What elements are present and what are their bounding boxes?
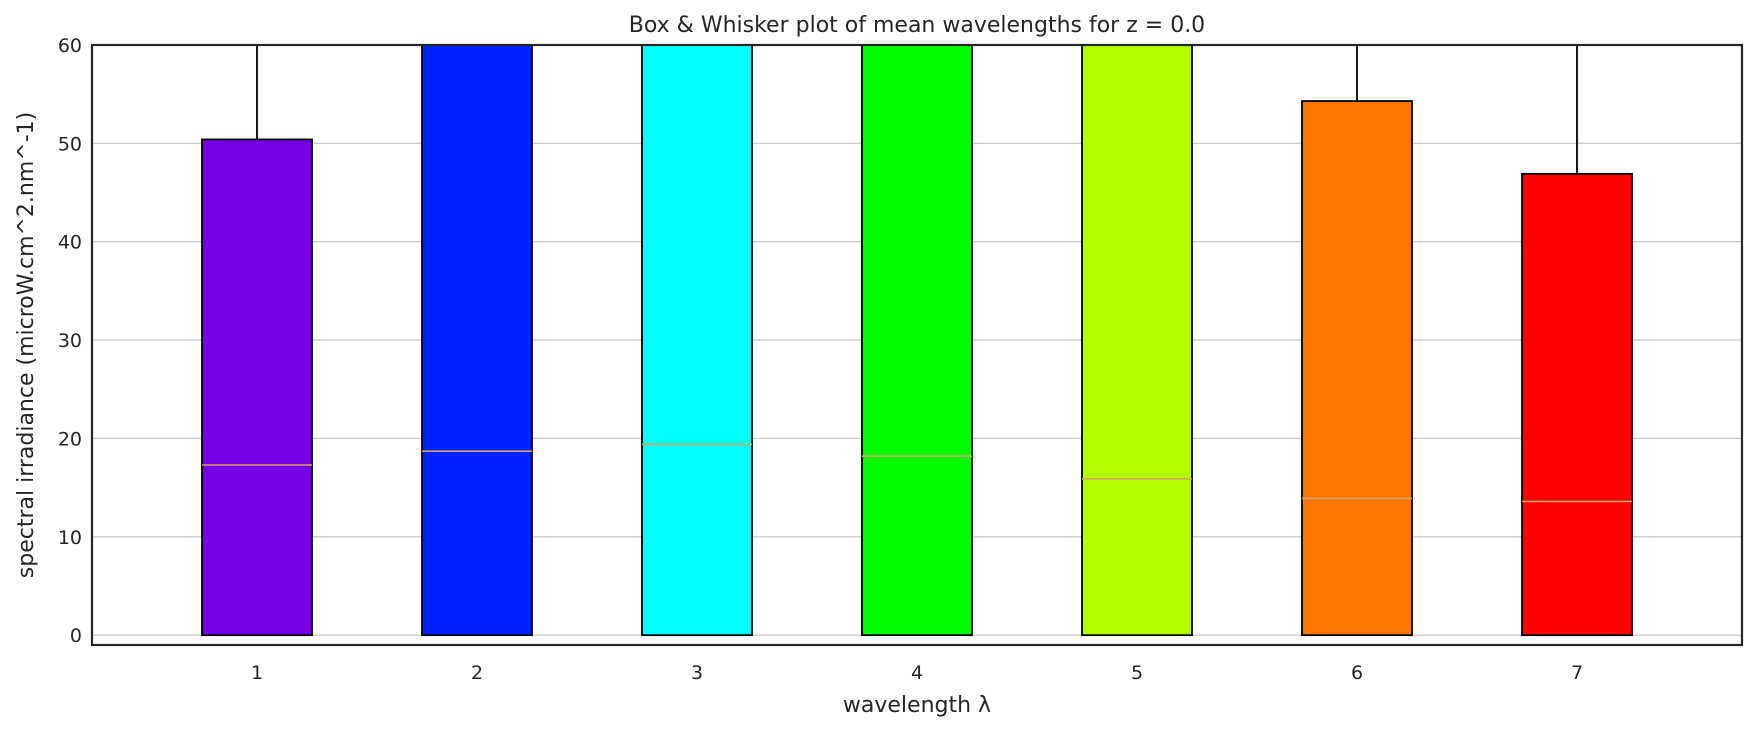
y-tick-label: 30	[58, 330, 82, 352]
x-tick-label: 6	[1351, 662, 1363, 684]
box-3	[641, 44, 753, 637]
box-body	[861, 44, 973, 637]
boxes	[201, 44, 1633, 637]
x-tick-label: 3	[691, 662, 703, 684]
box-body	[1301, 100, 1413, 637]
y-tick-label: 40	[58, 232, 82, 254]
plot-frame	[90, 43, 1744, 647]
box-6	[1301, 45, 1413, 637]
x-axis-label: wavelength λ	[843, 693, 991, 718]
y-tick-label: 60	[58, 35, 82, 57]
x-tick-labels: 1 2 3 4 5 6 7	[251, 662, 1583, 684]
x-tick-label: 5	[1131, 662, 1143, 684]
y-tick-label: 0	[70, 625, 82, 647]
y-tick-label: 20	[58, 428, 82, 450]
x-tick-label: 2	[471, 662, 483, 684]
box-1	[201, 45, 313, 637]
box-body	[1521, 172, 1633, 637]
x-tick-label: 1	[251, 662, 263, 684]
y-tick-label: 10	[58, 527, 82, 549]
box-body	[421, 44, 533, 637]
box-7	[1521, 45, 1633, 637]
chart-title: Box & Whisker plot of mean wavelengths f…	[629, 13, 1205, 38]
y-axis-label: spectral irradiance (microW.cm^2.nm^-1)	[14, 112, 39, 578]
x-tick-label: 4	[911, 662, 923, 684]
y-tick-label: 50	[58, 133, 82, 155]
box-4	[861, 44, 973, 637]
box-2	[421, 44, 533, 637]
box-body	[641, 44, 753, 637]
y-tick-labels: 0 10 20 30 40 50 60	[58, 35, 82, 647]
box-5	[1081, 44, 1193, 637]
box-body	[201, 138, 313, 637]
x-tick-label: 7	[1571, 662, 1583, 684]
box-body	[1081, 44, 1193, 637]
